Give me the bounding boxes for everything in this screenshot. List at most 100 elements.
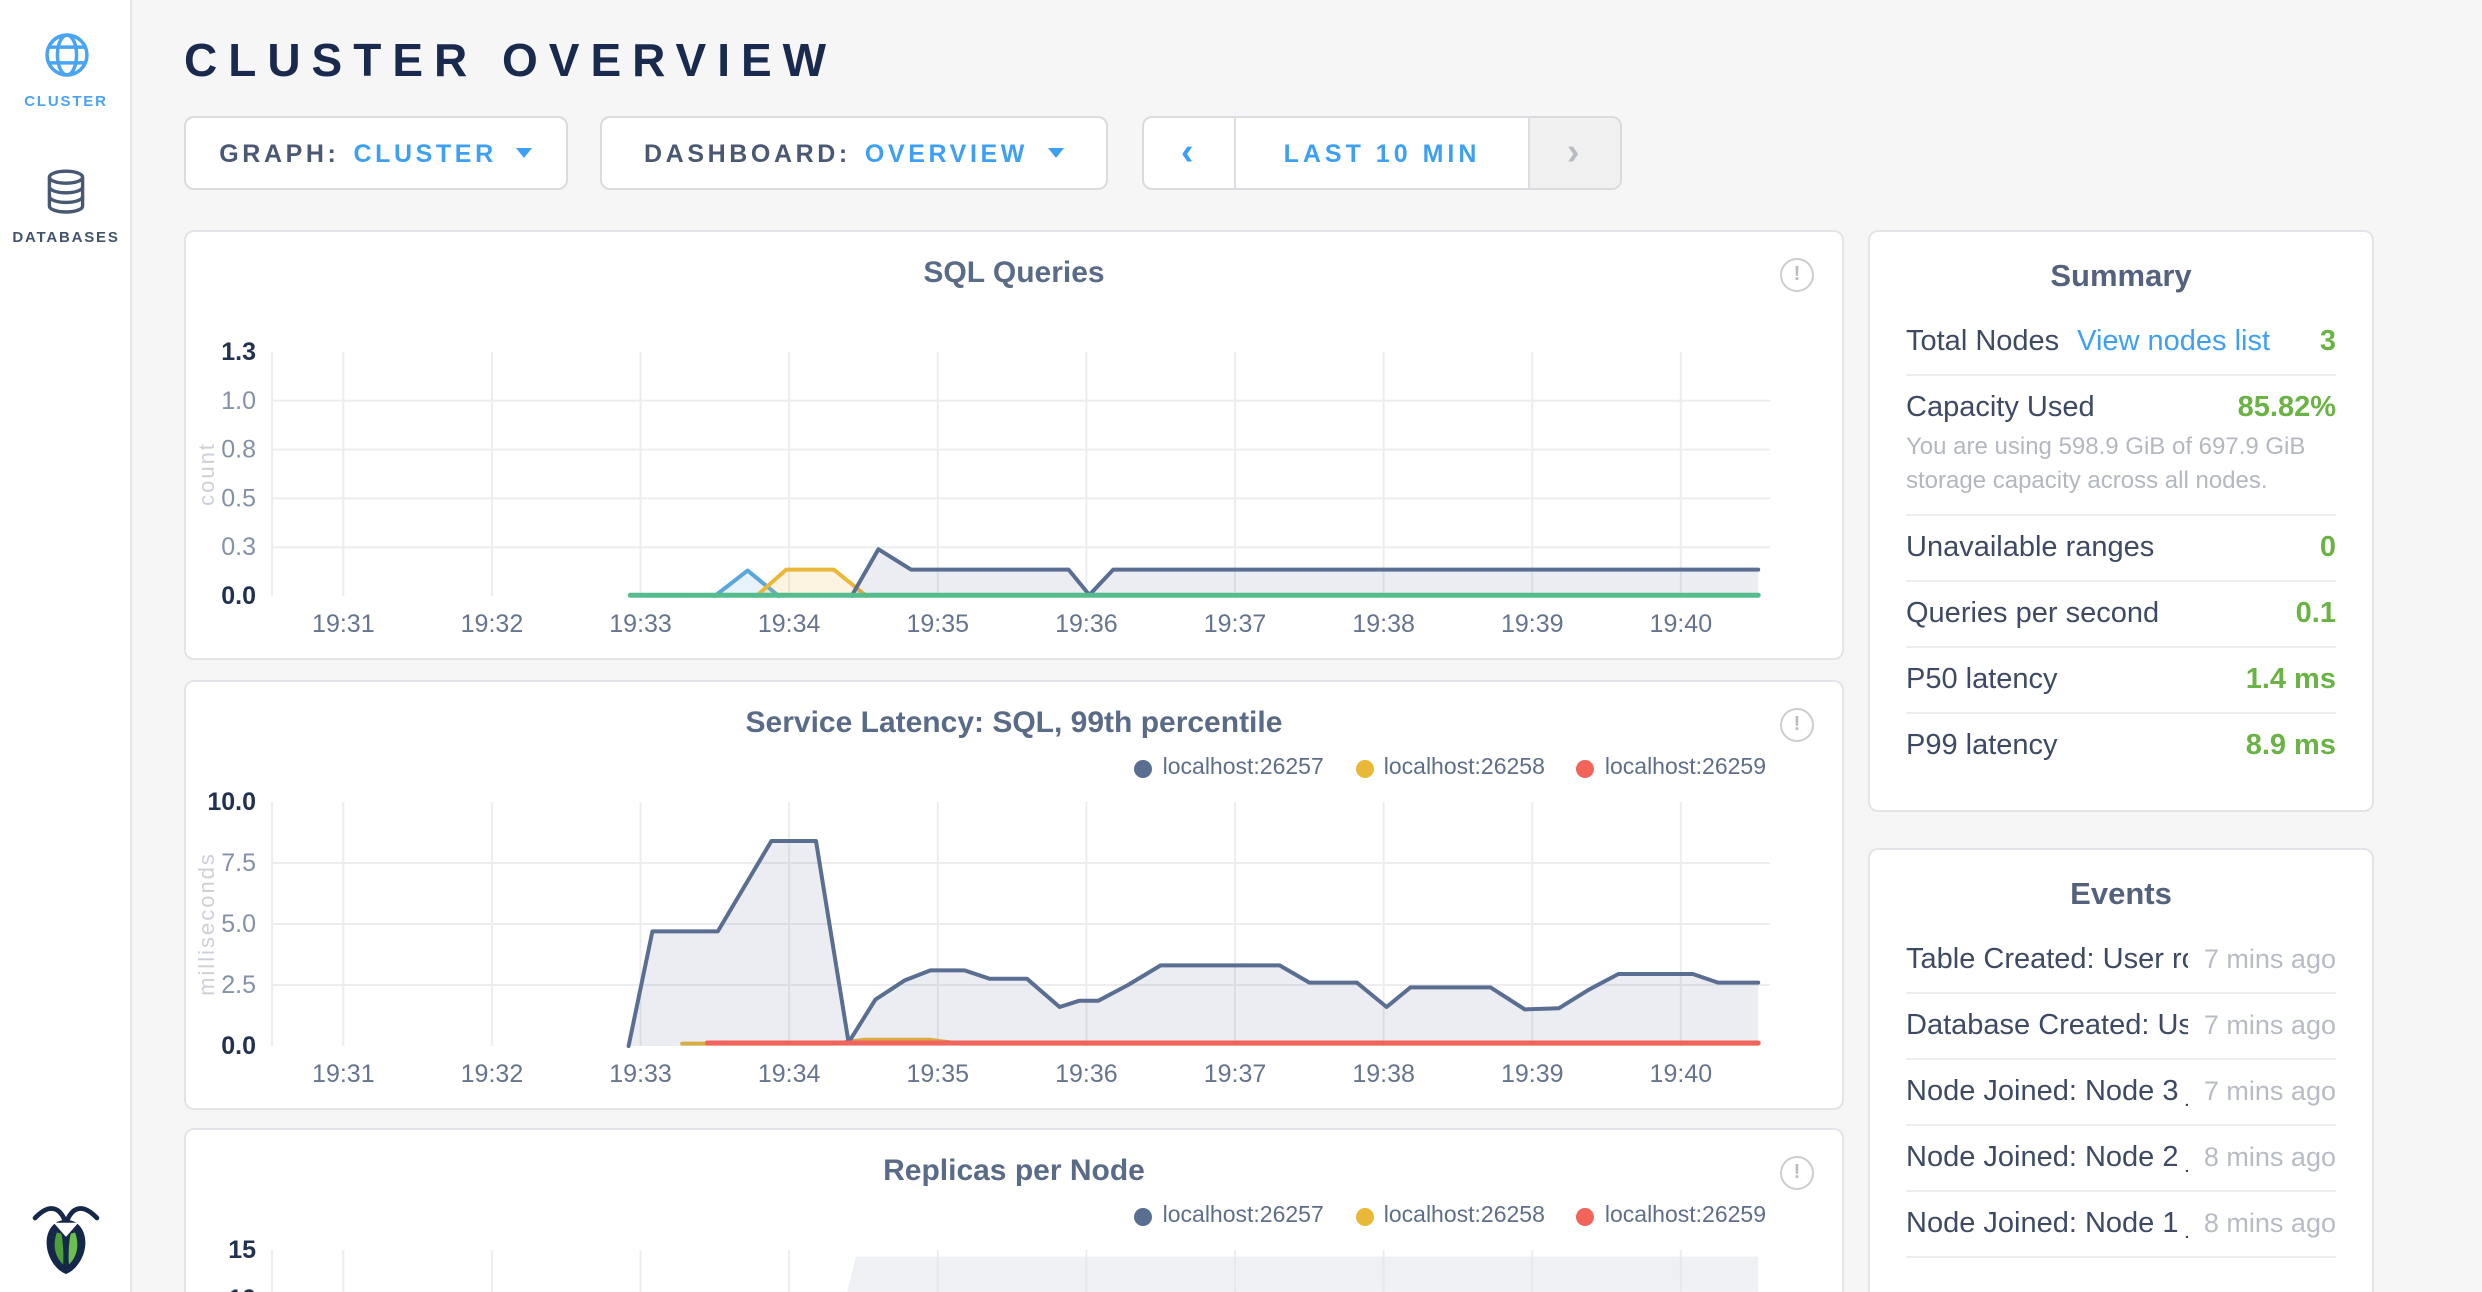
event-text[interactable]: Table Created: User root cre... <box>1906 944 2188 976</box>
summary-row: Total Nodes View nodes list 3 <box>1906 310 2336 376</box>
summary-row-value: 8.9 ms <box>2246 729 2336 761</box>
event-row: Node Joined: Node 2 joined... 8 mins ago <box>1906 1126 2336 1192</box>
summary-title: Summary <box>1870 232 2372 310</box>
events-rows: Table Created: User root cre... 7 mins ag… <box>1870 928 2372 1258</box>
legend-item[interactable]: localhost:26258 <box>1356 756 1545 780</box>
chart-canvas: 1.31.00.80.50.30.019:3119:3219:3319:3419… <box>186 232 1842 662</box>
legend-item[interactable]: localhost:26257 <box>1135 1204 1324 1228</box>
service-latency-chart-panel: Service Latency: SQL, 99th percentile ! … <box>184 680 1844 1110</box>
replicas-per-node-chart-panel: Replicas per Node ! localhost:26257local… <box>184 1128 1844 1292</box>
summary-row-value: 3 <box>2320 326 2336 358</box>
legend-label: localhost:26257 <box>1163 756 1324 780</box>
svg-text:19:36: 19:36 <box>1055 1060 1118 1088</box>
svg-text:10: 10 <box>228 1285 256 1292</box>
sidebar-item-label: CLUSTER <box>0 92 132 110</box>
legend-item[interactable]: localhost:26257 <box>1135 756 1324 780</box>
time-window-next-button[interactable]: › <box>1528 116 1620 190</box>
chevron-right-icon: › <box>1567 131 1583 175</box>
legend-label: localhost:26259 <box>1605 1204 1766 1228</box>
svg-text:count: count <box>194 442 219 506</box>
sidebar-item-label: DATABASES <box>0 228 132 246</box>
cockroach-logo <box>26 1192 106 1284</box>
svg-text:19:34: 19:34 <box>758 1060 821 1088</box>
svg-text:19:39: 19:39 <box>1501 1060 1564 1088</box>
event-row: Node Joined: Node 1 joined... 8 mins ago <box>1906 1192 2336 1258</box>
legend-dot-icon <box>1356 759 1374 777</box>
event-time: 8 mins ago <box>2204 1142 2336 1172</box>
svg-text:1.0: 1.0 <box>221 387 256 415</box>
svg-text:19:32: 19:32 <box>461 1060 524 1088</box>
summary-row: P99 latency 8.9 ms <box>1906 713 2336 777</box>
summary-row-label: P50 latency <box>1906 663 2058 695</box>
capacity-used-subtext: You are using 598.9 GiB of 697.9 GiB sto… <box>1906 430 2336 497</box>
event-time: 7 mins ago <box>2204 944 2336 974</box>
event-text[interactable]: Node Joined: Node 2 joined... <box>1906 1142 2188 1174</box>
svg-text:19:39: 19:39 <box>1501 610 1564 638</box>
summary-row-label: Unavailable ranges <box>1906 531 2154 563</box>
svg-text:10.0: 10.0 <box>207 788 256 816</box>
svg-text:19:37: 19:37 <box>1204 1060 1267 1088</box>
dashboard-dropdown[interactable]: DASHBOARD: OVERVIEW <box>600 116 1108 190</box>
svg-text:19:32: 19:32 <box>461 610 524 638</box>
event-text[interactable]: Database Created: User roo... <box>1906 1010 2188 1042</box>
summary-rows: Total Nodes View nodes list 3 Capacity Used… <box>1870 310 2372 777</box>
summary-row-value: 0 <box>2320 531 2336 563</box>
svg-text:0.0: 0.0 <box>221 582 256 610</box>
event-text[interactable]: Node Joined: Node 3 joined... <box>1906 1076 2188 1108</box>
globe-icon <box>39 28 93 82</box>
legend-dot-icon <box>1356 1207 1374 1225</box>
svg-text:19:40: 19:40 <box>1650 610 1713 638</box>
legend-dot-icon <box>1135 759 1153 777</box>
legend-dot-icon <box>1135 1207 1153 1225</box>
svg-text:19:31: 19:31 <box>312 1060 375 1088</box>
summary-row-label: Total Nodes <box>1906 326 2059 358</box>
svg-text:7.5: 7.5 <box>221 849 256 877</box>
graph-dropdown-value: CLUSTER <box>353 139 496 167</box>
page-title: CLUSTER OVERVIEW <box>184 34 837 88</box>
time-window-label[interactable]: LAST 10 MIN <box>1236 139 1528 167</box>
chart-title: Service Latency: SQL, 99th percentile <box>186 706 1842 740</box>
sidebar-item-databases[interactable]: DATABASES <box>0 166 132 246</box>
view-nodes-list-link[interactable]: View nodes list <box>2077 326 2270 358</box>
svg-text:19:35: 19:35 <box>906 610 969 638</box>
database-icon <box>40 166 92 218</box>
event-time: 7 mins ago <box>2204 1076 2336 1106</box>
svg-text:0.8: 0.8 <box>221 436 256 464</box>
graph-dropdown[interactable]: GRAPH: CLUSTER <box>184 116 568 190</box>
svg-text:milliseconds: milliseconds <box>194 852 219 996</box>
summary-row: Capacity Used85.82%You are using 598.9 G… <box>1906 376 2336 515</box>
legend-item[interactable]: localhost:26259 <box>1577 756 1766 780</box>
event-row: Table Created: User root cre... 7 mins ag… <box>1906 928 2336 994</box>
svg-text:19:40: 19:40 <box>1650 1060 1713 1088</box>
legend-label: localhost:26258 <box>1384 1204 1545 1228</box>
info-icon[interactable]: ! <box>1780 708 1814 742</box>
summary-panel: Summary Total Nodes View nodes list 3 Capac… <box>1868 230 2374 812</box>
legend-dot-icon <box>1577 759 1595 777</box>
info-icon[interactable]: ! <box>1780 1156 1814 1190</box>
svg-text:19:37: 19:37 <box>1204 610 1267 638</box>
summary-row-value: 0.1 <box>2296 597 2336 629</box>
info-icon[interactable]: ! <box>1780 258 1814 292</box>
event-time: 8 mins ago <box>2204 1208 2336 1238</box>
dashboard-dropdown-value: OVERVIEW <box>865 139 1028 167</box>
svg-text:2.5: 2.5 <box>221 971 256 999</box>
events-title: Events <box>1870 850 2372 928</box>
svg-text:19:33: 19:33 <box>609 1060 672 1088</box>
legend-item[interactable]: localhost:26259 <box>1577 1204 1766 1228</box>
legend-label: localhost:26257 <box>1163 1204 1324 1228</box>
svg-text:0.0: 0.0 <box>221 1032 256 1060</box>
summary-row-label: P99 latency <box>1906 729 2058 761</box>
svg-text:19:33: 19:33 <box>609 610 672 638</box>
legend-item[interactable]: localhost:26258 <box>1356 1204 1545 1228</box>
sidebar-item-cluster[interactable]: CLUSTER <box>0 28 132 110</box>
summary-row: P50 latency1.4 ms <box>1906 647 2336 713</box>
svg-text:19:31: 19:31 <box>312 610 375 638</box>
summary-row: Unavailable ranges 0 <box>1906 515 2336 581</box>
sidebar: CLUSTER DATABASES <box>0 0 132 1292</box>
time-window-prev-button[interactable]: ‹ <box>1144 116 1236 190</box>
event-text[interactable]: Node Joined: Node 1 joined... <box>1906 1208 2188 1240</box>
chart-canvas: 10.07.55.02.50.019:3119:3219:3319:3419:3… <box>186 682 1842 1112</box>
svg-text:19:36: 19:36 <box>1055 610 1118 638</box>
svg-text:19:38: 19:38 <box>1352 610 1415 638</box>
summary-row-label: Queries per second <box>1906 597 2159 629</box>
